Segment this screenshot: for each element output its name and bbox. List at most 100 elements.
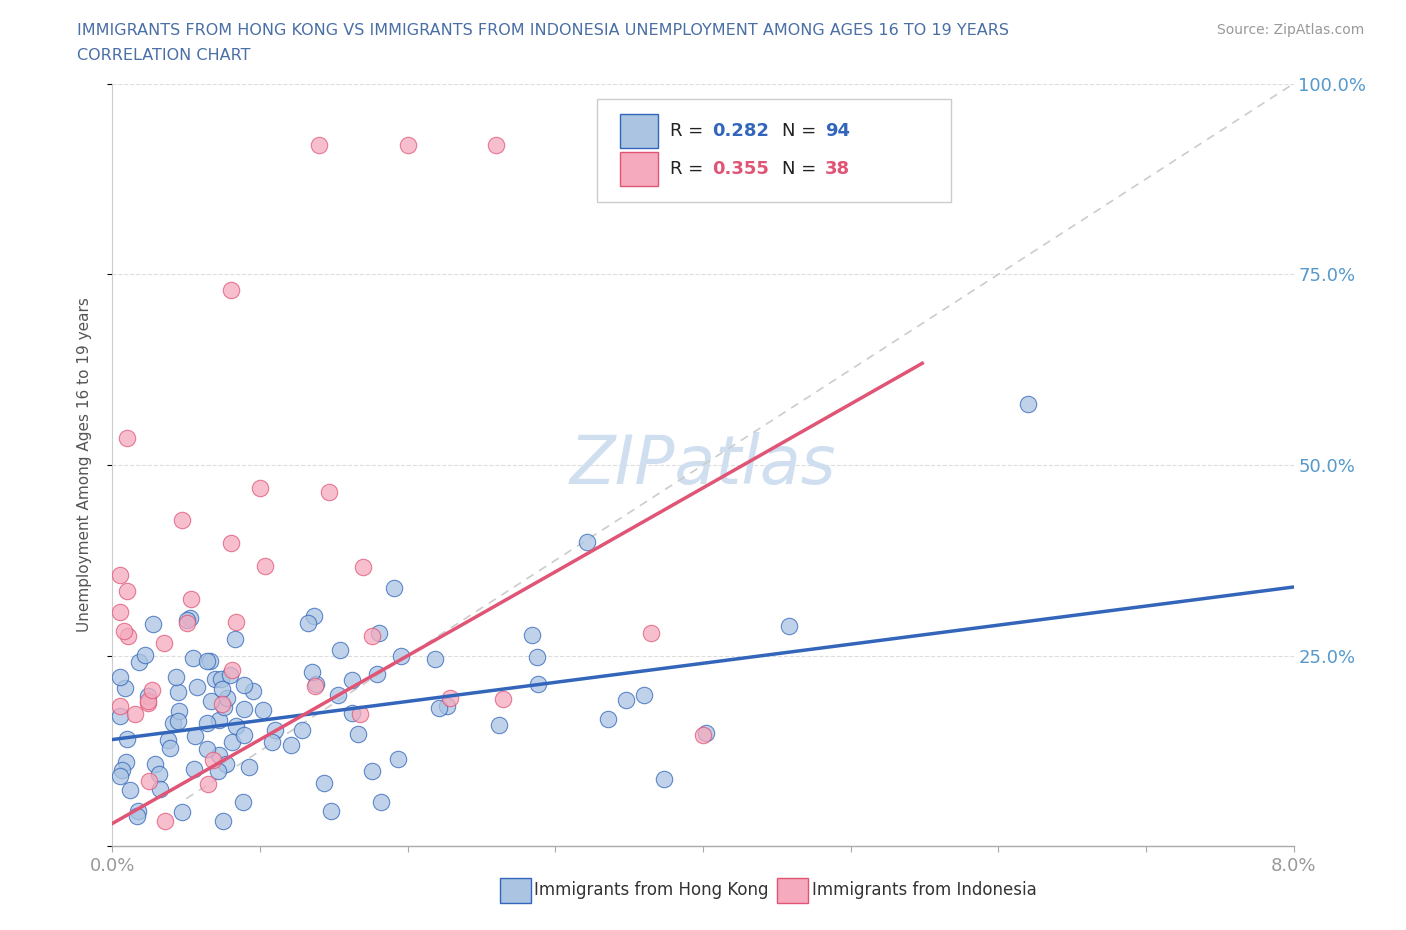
Point (526, 649, 548, 664)
Point (436, 699, 458, 714)
Point (225, 719, 247, 734)
Point (209, 671, 232, 686)
Text: Immigrants from Indonesia: Immigrants from Indonesia (811, 881, 1036, 898)
Point (204, 671, 226, 686)
Text: 38: 38 (825, 160, 849, 179)
Point (114, 681, 136, 696)
Point (172, 512, 194, 527)
Point (202, 752, 225, 767)
Point (219, 667, 242, 682)
Point (124, 707, 146, 722)
Point (114, 754, 136, 769)
Point (575, 535, 598, 550)
Point (340, 672, 363, 687)
Point (238, 760, 260, 775)
Text: 94: 94 (825, 122, 849, 140)
Point (488, 718, 510, 733)
FancyBboxPatch shape (620, 114, 658, 148)
Point (186, 680, 208, 695)
Point (108, 567, 131, 582)
Point (211, 814, 233, 829)
Point (321, 804, 343, 818)
Point (215, 757, 238, 772)
Point (1017, 396, 1039, 411)
Point (219, 282, 242, 297)
Point (326, 688, 349, 703)
Point (108, 604, 131, 619)
Point (115, 731, 138, 746)
Point (692, 727, 714, 742)
Point (176, 616, 198, 631)
Point (180, 591, 202, 606)
Point (232, 794, 254, 809)
Point (200, 694, 222, 709)
Point (219, 536, 242, 551)
FancyBboxPatch shape (620, 153, 658, 186)
Point (167, 713, 190, 728)
Point (117, 628, 139, 643)
Point (342, 705, 364, 720)
Point (423, 651, 446, 666)
Point (179, 610, 201, 625)
Point (360, 764, 382, 778)
Point (308, 138, 330, 153)
Point (301, 664, 323, 679)
Point (305, 676, 328, 691)
Point (304, 678, 326, 693)
Point (297, 616, 319, 631)
Text: R =: R = (669, 160, 709, 179)
Point (366, 667, 388, 682)
Text: 0.282: 0.282 (713, 122, 769, 140)
Point (695, 725, 717, 740)
Point (141, 682, 163, 697)
Point (156, 733, 179, 748)
Point (633, 688, 655, 703)
Point (598, 711, 620, 726)
Point (195, 715, 218, 730)
Point (492, 692, 515, 707)
Point (212, 699, 235, 714)
Point (184, 729, 207, 744)
Point (136, 696, 159, 711)
Point (616, 692, 638, 707)
Point (108, 709, 131, 724)
Point (170, 804, 193, 819)
Point (260, 735, 283, 750)
Point (291, 723, 314, 737)
Point (652, 772, 675, 787)
Point (134, 647, 156, 662)
Point (224, 631, 246, 646)
Point (208, 747, 231, 762)
Point (347, 726, 370, 741)
Point (127, 804, 149, 818)
Y-axis label: Unemployment Among Ages 16 to 19 years: Unemployment Among Ages 16 to 19 years (77, 298, 91, 632)
Point (117, 431, 139, 445)
Point (640, 626, 662, 641)
FancyBboxPatch shape (596, 99, 950, 202)
Point (396, 138, 419, 153)
Point (242, 684, 264, 698)
Point (280, 737, 302, 752)
Text: IMMIGRANTS FROM HONG KONG VS IMMIGRANTS FROM INDONESIA UNEMPLOYMENT AMONG AGES 1: IMMIGRANTS FROM HONG KONG VS IMMIGRANTS … (77, 23, 1010, 38)
Point (233, 701, 256, 716)
FancyBboxPatch shape (778, 878, 808, 904)
Point (197, 741, 219, 756)
Point (176, 613, 198, 628)
Point (520, 628, 543, 643)
Point (159, 740, 181, 755)
Point (181, 650, 204, 665)
Point (108, 768, 131, 783)
Point (252, 703, 274, 718)
Point (211, 681, 233, 696)
Point (153, 814, 176, 829)
Point (183, 762, 205, 777)
Point (302, 609, 325, 624)
Point (389, 649, 412, 664)
Point (167, 685, 190, 700)
Text: 0.355: 0.355 (713, 160, 769, 179)
Point (318, 485, 340, 499)
Point (197, 653, 219, 668)
Point (138, 774, 160, 789)
Point (111, 762, 134, 777)
Point (439, 691, 461, 706)
